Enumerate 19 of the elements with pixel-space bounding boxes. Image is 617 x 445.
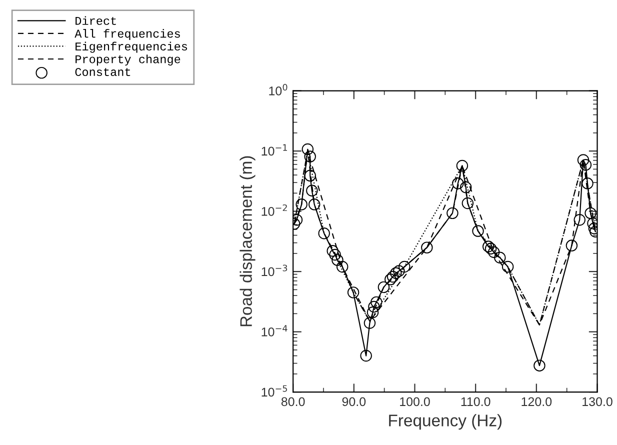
y-tick-label: 10$^{−1}$: [262, 144, 287, 156]
legend-label: Constant: [75, 68, 130, 76]
x-tick-label: 90.0: [342, 397, 366, 406]
x-tick-label: 130.0: [582, 397, 612, 406]
y-tick-label: 10$^{−2}$: [262, 204, 287, 216]
legend-label: All frequencies: [74, 29, 180, 40]
x-tick-label: 100.0: [400, 397, 430, 406]
legend-label: Direct: [76, 16, 116, 25]
y-tick-label: 10$^{−3}$: [262, 264, 288, 276]
x-axis-title: Frequency (Hz): [389, 414, 502, 430]
legend-label: Property change: [76, 54, 180, 66]
x-tick-label: 110.0: [461, 397, 490, 406]
y-axis-title: Road displacement (m): [240, 156, 256, 326]
y-tick-label: 10$^{−4}$: [262, 325, 288, 336]
legend-label: Eigenfrequencies: [76, 42, 188, 53]
y-tick-label: 10$^{0}$: [269, 84, 288, 96]
x-tick-label: 80.0: [281, 397, 305, 406]
x-tick-label: 120.0: [522, 397, 552, 406]
y-tick-label: 10$^{−5}$: [262, 385, 287, 397]
